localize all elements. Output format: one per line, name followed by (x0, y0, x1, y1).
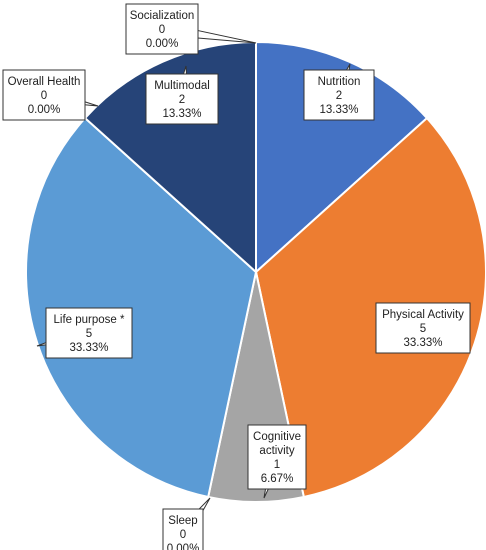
data-label-percent: 33.33% (69, 342, 108, 354)
data-label-value: 5 (86, 328, 92, 340)
data-label-percent: 0.00% (28, 104, 61, 116)
data-label-category: Socialization (130, 10, 195, 22)
callout-physical-activity: Physical Activity 5 33.33% (375, 302, 471, 354)
data-label-category: Sleep (168, 515, 197, 527)
data-label-category: Cognitive (253, 431, 301, 443)
data-label-category: Life purpose * (54, 314, 125, 326)
callout-life-purpose: Life purpose * 5 33.33% (36, 307, 133, 359)
data-label-category: Physical Activity (382, 309, 464, 321)
data-label-percent: 13.33% (162, 108, 201, 120)
data-label-value: 2 (179, 94, 185, 106)
callout-multimodal: Multimodal 2 13.33% (145, 65, 219, 125)
data-label-value: 1 (274, 459, 280, 471)
pie-slice-physical-activity (254, 116, 486, 499)
callout-nutrition: Nutrition 2 13.33% (303, 63, 375, 121)
callout-sleep: Sleep 0 0.00% (162, 497, 211, 550)
data-label-percent: 0.00% (146, 38, 179, 50)
pie-slice-nutrition (255, 40, 429, 275)
data-label-value: 2 (336, 90, 342, 102)
data-callouts: Nutrition 2 13.33% Physical Activity 5 33.33%… (2, 3, 471, 550)
data-label-percent: 0.00% (167, 543, 200, 550)
data-label-value: 0 (180, 529, 186, 541)
data-label-category: activity (259, 445, 294, 457)
pie-slice-life-purpose (25, 116, 258, 499)
data-label-value: 5 (420, 323, 426, 335)
data-label-value: 0 (41, 90, 47, 102)
data-label-category: Overall Health (8, 76, 81, 88)
data-label-category: Nutrition (318, 76, 361, 88)
callout-cognitive-activity: Cognitive activity 1 6.67% (247, 424, 307, 499)
data-label-percent: 33.33% (403, 337, 442, 349)
data-label-value: 0 (159, 24, 165, 36)
callout-socialization: Socialization 0 0.00% (125, 3, 257, 55)
data-label-category: Multimodal (154, 80, 210, 92)
data-label-percent: 13.33% (319, 104, 358, 116)
data-label-percent: 6.67% (261, 473, 294, 485)
callout-overall-health: Overall Health 0 0.00% (2, 69, 99, 121)
